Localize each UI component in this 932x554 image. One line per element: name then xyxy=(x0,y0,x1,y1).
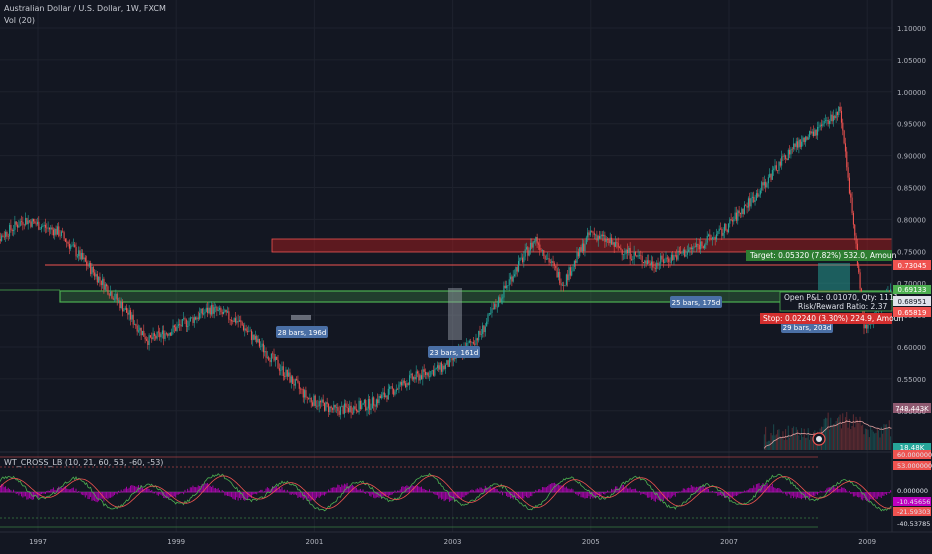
price-tick-label: 1.10000 xyxy=(897,25,926,33)
badge-time-left: 0.68951 xyxy=(893,296,931,306)
time-axis[interactable] xyxy=(0,532,932,550)
price-tick-label: 1.05000 xyxy=(897,57,926,65)
position-target-label[interactable]: Target: 0.05320 (7.82%) 532.0, Amoun xyxy=(746,250,897,261)
position-stop-text: Stop: 0.02240 (3.30%) 224.9, Amoun xyxy=(763,314,903,323)
oscillator-axis-label: 60.000000 xyxy=(897,451,932,459)
wavetrend-line-2 xyxy=(0,475,932,509)
badge-volume: 748.443K xyxy=(893,403,931,413)
position-target-zone[interactable] xyxy=(818,263,850,290)
badge-current-price: 0.69133 xyxy=(893,285,931,294)
svg-text:18.48K: 18.48K xyxy=(900,444,925,452)
range-marker-2004 xyxy=(291,315,311,320)
svg-text:0.73045: 0.73045 xyxy=(898,262,927,270)
bars-label-2004-text: 28 bars, 196d xyxy=(278,329,327,337)
position-stop-label[interactable]: Stop: 0.02240 (3.30%) 224.9, Amoun xyxy=(760,313,903,324)
oscillator-axis-label: 0.000000 xyxy=(897,487,928,495)
svg-text:0.69133: 0.69133 xyxy=(898,286,927,294)
badge-volume-bottom: 18.48K xyxy=(893,443,931,452)
price-tick-label: 0.90000 xyxy=(897,153,926,161)
wavetrend-histogram xyxy=(0,482,932,503)
time-tick-label: 1999 xyxy=(167,538,185,546)
time-tick-label: 1997 xyxy=(29,538,47,546)
bars-label-2004[interactable]: 28 bars, 196d xyxy=(276,326,328,338)
badge-red-level: 0.73045 xyxy=(893,260,931,270)
bars-label-2016[interactable]: 25 bars, 175d xyxy=(670,296,722,308)
oscillator-axis-label: 53.000000 xyxy=(897,462,932,470)
range-highlight-2009 xyxy=(448,288,462,340)
event-flag-icon[interactable] xyxy=(812,432,826,446)
position-pnl-label[interactable]: Open P&L: 0.01070, Qty: 1111 Risk/Reward… xyxy=(779,291,899,312)
time-axis-ticks: 1997199920012003200520072009201120132015… xyxy=(29,538,876,546)
price-tick-label: 0.85000 xyxy=(897,185,926,193)
chart-title[interactable]: Australian Dollar / U.S. Dollar, 1W, FXC… xyxy=(4,4,166,13)
price-tick-label: 1.00000 xyxy=(897,89,926,97)
oscillator-title[interactable]: WT_CROSS_LB (10, 21, 60, 53, -60, -53) xyxy=(4,458,164,467)
oscillator-axis-label: -10.45656 xyxy=(897,498,930,506)
oscillator-axis-label: -40.53785 xyxy=(897,520,930,528)
position-rr-text: Risk/Reward Ratio: 2.37 xyxy=(798,302,887,311)
time-tick-label: 2001 xyxy=(305,538,323,546)
bars-label-2016-text: 25 bars, 175d xyxy=(672,299,721,307)
badge-stop-level: 0.65819 xyxy=(893,307,931,317)
position-target-text: Target: 0.05320 (7.82%) 532.0, Amoun xyxy=(749,251,897,260)
svg-text:748.443K: 748.443K xyxy=(895,405,929,413)
bars-label-2009-text: 23 bars, 161d xyxy=(430,349,479,357)
wavetrend-line-1 xyxy=(0,472,932,512)
time-tick-label: 2007 xyxy=(720,538,738,546)
position-pnl-text: Open P&L: 0.01070, Qty: 1111 xyxy=(784,293,899,302)
time-tick-label: 2009 xyxy=(858,538,876,546)
price-tick-label: 0.60000 xyxy=(897,344,926,352)
time-tick-label: 2005 xyxy=(582,538,600,546)
bars-label-2009[interactable]: 23 bars, 161d xyxy=(428,346,480,358)
price-tick-label: 0.80000 xyxy=(897,216,926,224)
price-candles xyxy=(0,102,932,420)
price-tick-label: 0.75000 xyxy=(897,248,926,256)
bars-label-2019-text: 29 bars, 203d xyxy=(783,324,832,332)
price-tick-label: 0.95000 xyxy=(897,121,926,129)
price-tick-label: 0.55000 xyxy=(897,376,926,384)
price-tick-label: 0.70000 xyxy=(897,280,926,288)
green-support-zone[interactable] xyxy=(59,290,893,303)
time-tick-label: 2003 xyxy=(444,538,462,546)
svg-text:0.68951: 0.68951 xyxy=(898,298,927,306)
svg-text:0.65819: 0.65819 xyxy=(898,309,927,317)
volume-indicator-label[interactable]: Vol (20) xyxy=(4,16,35,25)
grid xyxy=(0,0,892,532)
oscillator-axis-label: -21.59303 xyxy=(897,508,930,516)
oscillator-axis: 60.000000 53.000000 0.000000 -10.45656 -21.5… xyxy=(893,450,932,528)
